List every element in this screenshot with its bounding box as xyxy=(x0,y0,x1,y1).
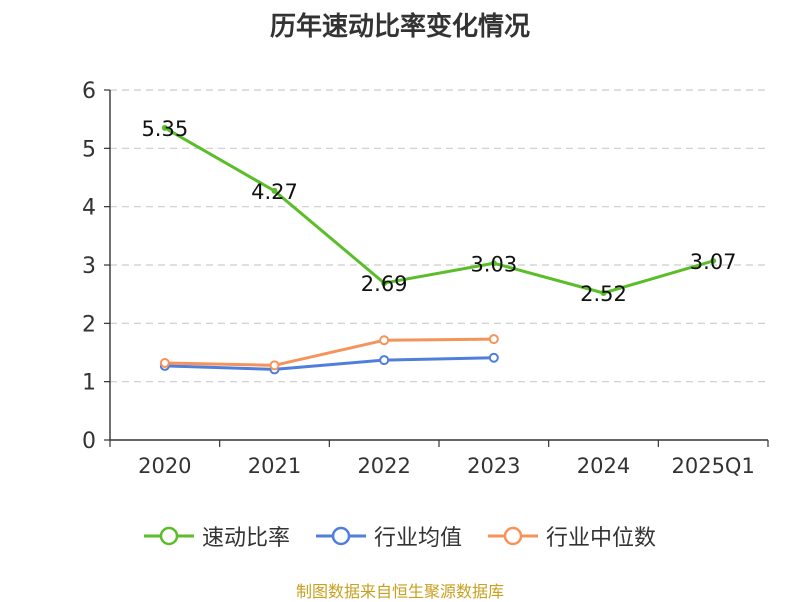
legend-label: 速动比率 xyxy=(201,526,290,551)
data-point xyxy=(488,352,499,363)
legend-item[interactable]: 速动比率 xyxy=(143,520,290,552)
x-tick-label: 2020 xyxy=(138,454,191,478)
data-source-note: 制图数据来自恒生聚源数据库 xyxy=(295,582,504,601)
data-point xyxy=(269,360,280,371)
series-line-0 xyxy=(164,126,714,295)
legend-marker xyxy=(315,526,366,546)
y-tick-label: 1 xyxy=(82,371,96,396)
data-point xyxy=(710,257,717,264)
series-line-2 xyxy=(164,337,494,367)
legend-marker xyxy=(488,526,538,546)
data-point xyxy=(600,290,607,296)
data-point xyxy=(379,335,390,346)
legend-label: 行业均值 xyxy=(373,526,462,551)
y-tick-label: 4 xyxy=(82,196,96,221)
data-label: 3.07 xyxy=(690,250,737,274)
y-tick-label: 6 xyxy=(82,79,96,104)
x-tick-label: 2025Q1 xyxy=(671,454,754,478)
y-tick-label: 3 xyxy=(82,254,96,279)
data-point xyxy=(490,260,497,267)
chart-title: 历年速动比率变化情况 xyxy=(269,12,530,42)
legend-item[interactable]: 行业中位数 xyxy=(488,520,656,552)
data-point xyxy=(379,355,390,366)
x-tick-label: 2022 xyxy=(357,454,410,478)
data-point xyxy=(381,280,388,287)
data-point xyxy=(159,358,170,368)
legend: 速动比率 行业均值 行业中位数 xyxy=(0,520,800,552)
data-label: 4.27 xyxy=(251,180,298,204)
data-point xyxy=(271,187,278,194)
data-point xyxy=(161,124,168,131)
legend-marker xyxy=(143,526,194,546)
x-tick-label: 2023 xyxy=(467,454,520,478)
data-label: 3.03 xyxy=(470,252,517,276)
y-tick-label: 0 xyxy=(82,429,96,454)
data-label: 5.35 xyxy=(141,117,188,141)
legend-label: 行业中位数 xyxy=(546,526,657,551)
x-tick-label: 2024 xyxy=(577,454,630,478)
series-line-1 xyxy=(164,356,494,371)
data-label: 2.52 xyxy=(580,282,627,306)
y-tick-label: 2 xyxy=(82,312,96,337)
data-point xyxy=(488,334,499,345)
data-label: 2.69 xyxy=(361,272,408,296)
y-tick-label: 5 xyxy=(82,137,96,162)
x-tick-label: 2021 xyxy=(248,454,301,478)
legend-item[interactable]: 行业均值 xyxy=(315,520,462,552)
